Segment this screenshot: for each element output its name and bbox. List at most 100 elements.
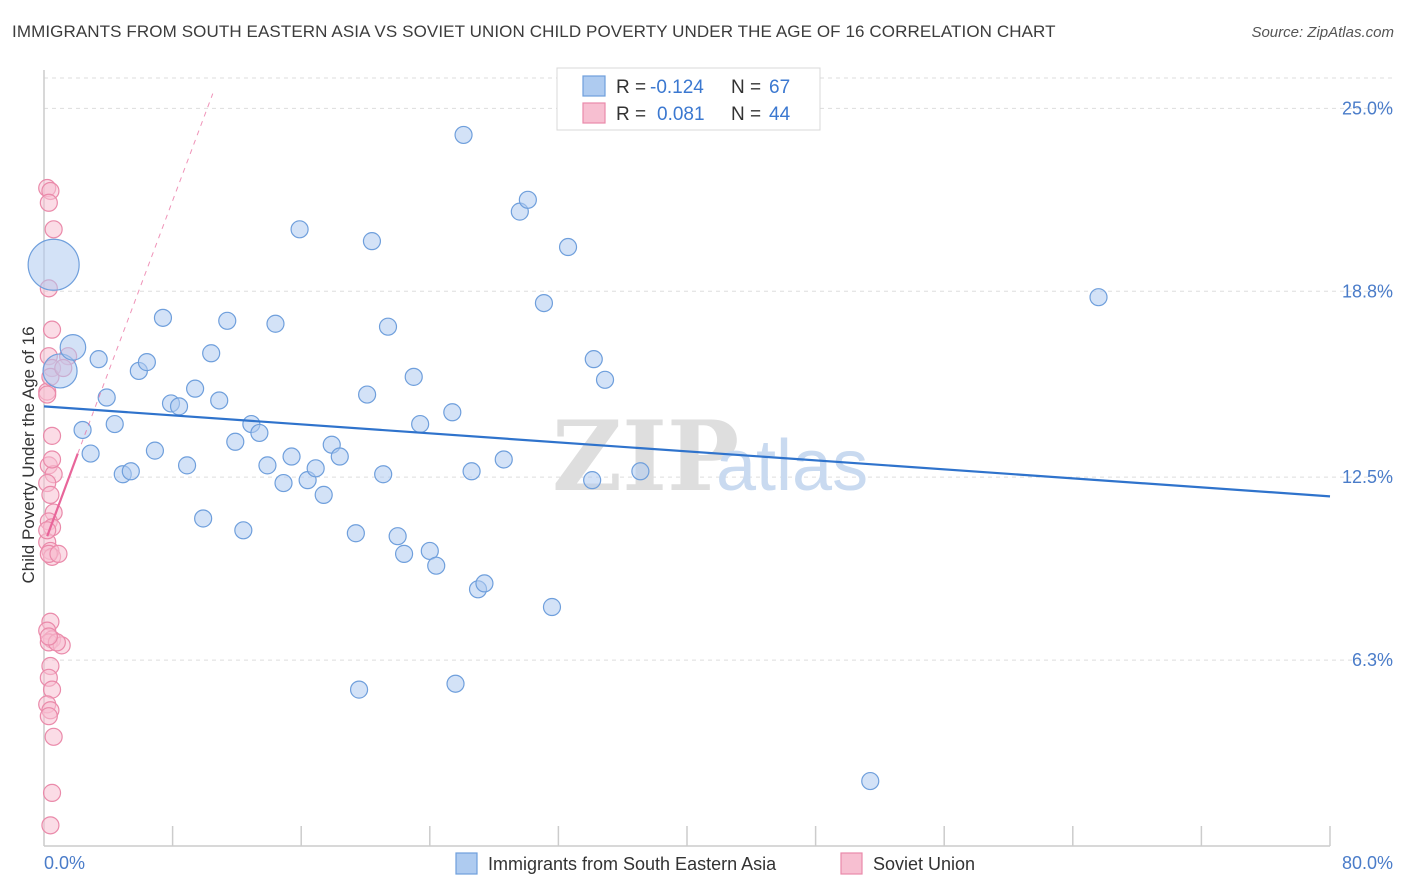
y-tick-label: 18.8% [1342, 281, 1393, 301]
x-tick-labels: 0.0% 80.0% [44, 853, 1393, 873]
data-point [42, 426, 62, 445]
southeast-asia-points [27, 125, 1108, 791]
data-point [42, 353, 78, 389]
y-tick-label: 12.5% [1342, 467, 1393, 487]
data-point [210, 391, 229, 410]
data-point [27, 238, 80, 291]
data-point [226, 432, 245, 451]
data-point [39, 707, 58, 726]
data-point [105, 414, 124, 434]
series-legend-swatch-pink [840, 852, 863, 875]
data-point [49, 544, 68, 563]
data-point [44, 727, 63, 746]
data-point [411, 414, 430, 434]
data-point [290, 220, 309, 239]
legend-n-label: N = [731, 104, 761, 125]
data-point [38, 521, 57, 540]
legend-r-label: R = [616, 104, 646, 125]
watermark-atlas: atlas [716, 426, 868, 506]
series-legend: Immigrants from South Eastern Asia Sovie… [455, 852, 975, 875]
data-point [41, 485, 60, 504]
x-axis-ticks [171, 826, 1331, 846]
data-point [59, 334, 87, 361]
data-point [234, 521, 253, 540]
data-point [145, 441, 165, 460]
legend-r-label: R = [616, 77, 646, 98]
data-point [121, 462, 140, 481]
data-point [330, 447, 349, 466]
legend-r-value: -0.124 [650, 77, 704, 98]
data-point [218, 311, 237, 330]
data-point [595, 370, 615, 389]
data-point [89, 350, 108, 369]
trend-projection-soviet-union [77, 93, 214, 454]
legend-row-blue: R = -0.124 N = 67 [582, 75, 790, 98]
data-point [169, 397, 189, 416]
data-point [404, 367, 423, 386]
data-point [346, 524, 365, 543]
legend-n-value: 67 [769, 77, 790, 98]
series-legend-label-pink: Soviet Union [873, 854, 975, 874]
data-point [584, 350, 603, 369]
data-point [97, 388, 116, 407]
data-point [42, 320, 62, 339]
data-point [194, 509, 213, 528]
data-point [349, 680, 369, 699]
data-point [394, 544, 414, 563]
data-point [81, 444, 100, 463]
legend-r-value: 0.081 [657, 104, 705, 125]
soviet-union-points [38, 178, 78, 835]
legend-swatch-pink [582, 102, 606, 124]
series-legend-swatch-blue [455, 852, 478, 875]
data-point [475, 574, 494, 593]
data-point [42, 783, 62, 802]
legend-swatch-blue [582, 75, 606, 97]
watermark-zip: ZIP [552, 400, 739, 513]
data-point [362, 232, 382, 251]
y-axis-label: Child Poverty Under the Age of 16 [19, 326, 38, 583]
data-point [378, 317, 398, 336]
data-point [583, 471, 602, 490]
y-tick-label: 25.0% [1342, 98, 1393, 118]
data-point [494, 450, 513, 469]
data-point [454, 125, 473, 145]
data-point [44, 220, 63, 239]
data-point [518, 190, 537, 209]
chart-title: IMMIGRANTS FROM SOUTH EASTERN ASIA VS SO… [12, 22, 1056, 41]
data-point [534, 293, 554, 313]
series-legend-label-blue: Immigrants from South Eastern Asia [488, 854, 777, 874]
data-point [42, 450, 62, 469]
data-point [631, 462, 650, 481]
legend-n-value: 44 [769, 104, 791, 125]
data-point [258, 456, 277, 475]
data-point [186, 379, 205, 398]
legend-n-label: N = [731, 77, 761, 98]
data-point [153, 308, 173, 327]
data-point [177, 456, 197, 475]
gridlines [44, 77, 1392, 661]
correlation-legend: R = -0.124 N = 67 R = 0.081 N = 44 [556, 67, 821, 131]
x-tick-label: 80.0% [1342, 853, 1393, 873]
data-point [358, 385, 377, 404]
trend-line-soviet-union [46, 453, 79, 537]
data-point [266, 314, 285, 333]
data-point [282, 447, 301, 466]
data-point [38, 385, 57, 404]
data-point [73, 420, 92, 440]
data-point [39, 627, 58, 646]
data-point [314, 485, 333, 504]
y-tick-labels: 6.3% 12.5% 18.8% 25.0% [1342, 98, 1393, 670]
y-tick-label: 6.3% [1352, 650, 1393, 670]
data-point [542, 597, 562, 617]
data-point [388, 527, 407, 546]
data-point [462, 462, 481, 481]
data-point [427, 556, 446, 575]
trend-lines [43, 93, 1331, 537]
data-point [250, 423, 269, 443]
data-point [137, 353, 156, 372]
source-credit: Source: ZipAtlas.com [1251, 24, 1394, 41]
data-point [861, 771, 880, 791]
data-point [1089, 288, 1108, 307]
data-point [274, 473, 293, 493]
